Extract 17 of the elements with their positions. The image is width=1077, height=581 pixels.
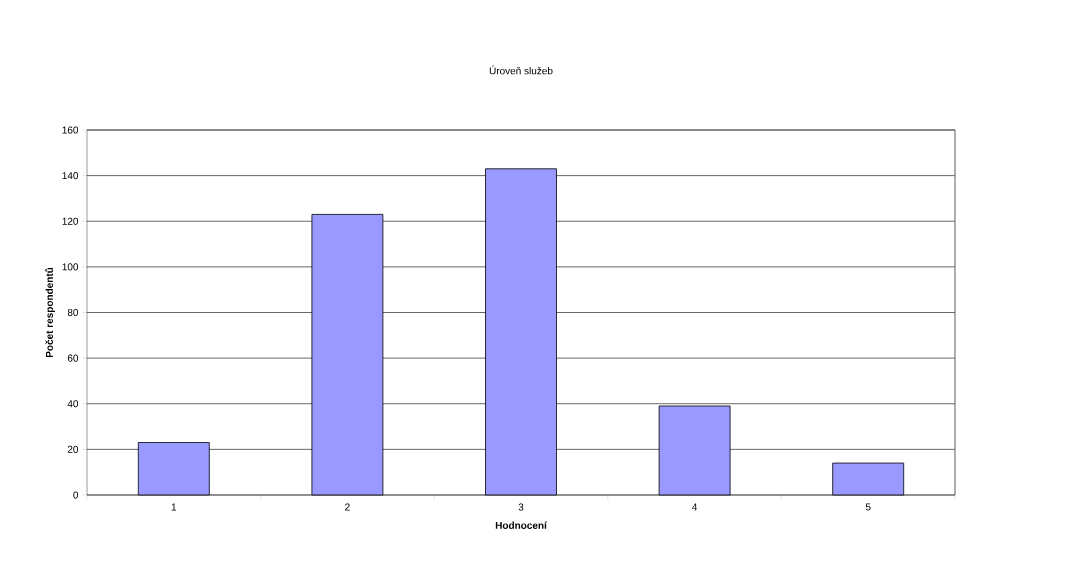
x-tick-label: 3 (518, 503, 524, 511)
x-tick-label: 5 (865, 503, 871, 511)
x-tick-label: 4 (692, 503, 698, 511)
y-tick-label: 0 (73, 491, 79, 499)
y-tick-label: 80 (67, 308, 79, 317)
x-tick-label: 1 (171, 503, 177, 511)
x-tick-label: 2 (345, 503, 350, 511)
x-axis-title: Hodnocení (495, 521, 548, 529)
y-tick-label: 140 (62, 172, 79, 180)
y-tick-label: 20 (67, 445, 79, 453)
chart-title: Úroveň služeb (489, 65, 553, 75)
y-tick-label: 120 (62, 217, 79, 225)
y-tick-label: 40 (67, 400, 79, 408)
y-tick-label: 100 (62, 263, 79, 271)
y-tick-label: 160 (62, 126, 79, 134)
y-axis-title: Počet respondentů (44, 267, 55, 358)
y-tick-label: 60 (67, 354, 79, 362)
